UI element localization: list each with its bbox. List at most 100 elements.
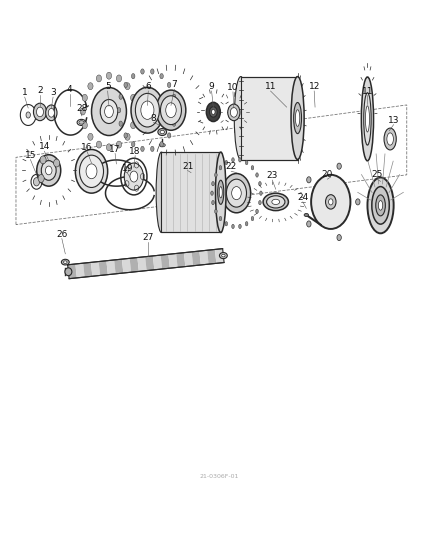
Ellipse shape bbox=[222, 254, 225, 257]
Text: 13: 13 bbox=[388, 116, 399, 125]
Polygon shape bbox=[106, 260, 116, 274]
Text: 16: 16 bbox=[81, 143, 93, 152]
Ellipse shape bbox=[159, 143, 165, 147]
Ellipse shape bbox=[124, 82, 127, 87]
Ellipse shape bbox=[80, 108, 85, 115]
Ellipse shape bbox=[378, 200, 383, 210]
Text: 1: 1 bbox=[22, 88, 28, 97]
Ellipse shape bbox=[158, 128, 166, 135]
Ellipse shape bbox=[53, 159, 60, 167]
Ellipse shape bbox=[251, 216, 254, 221]
Ellipse shape bbox=[376, 195, 385, 216]
Ellipse shape bbox=[38, 174, 44, 182]
Ellipse shape bbox=[337, 163, 341, 169]
Polygon shape bbox=[122, 259, 131, 273]
Polygon shape bbox=[176, 253, 185, 268]
Polygon shape bbox=[192, 251, 201, 266]
Polygon shape bbox=[75, 263, 85, 278]
Ellipse shape bbox=[92, 87, 127, 135]
Ellipse shape bbox=[117, 75, 122, 82]
Ellipse shape bbox=[328, 199, 333, 205]
Text: 28: 28 bbox=[76, 104, 88, 113]
Ellipse shape bbox=[172, 94, 176, 99]
Ellipse shape bbox=[232, 187, 241, 200]
Ellipse shape bbox=[105, 106, 113, 118]
Ellipse shape bbox=[131, 122, 136, 128]
Ellipse shape bbox=[219, 187, 222, 198]
Ellipse shape bbox=[267, 196, 285, 208]
Ellipse shape bbox=[86, 164, 97, 179]
Text: 10: 10 bbox=[227, 83, 239, 92]
Ellipse shape bbox=[215, 152, 226, 232]
Ellipse shape bbox=[304, 213, 308, 216]
Ellipse shape bbox=[125, 83, 130, 90]
Ellipse shape bbox=[133, 108, 138, 115]
Ellipse shape bbox=[141, 69, 144, 74]
Ellipse shape bbox=[88, 83, 93, 90]
Ellipse shape bbox=[167, 133, 171, 138]
Ellipse shape bbox=[239, 224, 241, 229]
Ellipse shape bbox=[46, 105, 57, 120]
Ellipse shape bbox=[212, 109, 215, 115]
Ellipse shape bbox=[325, 195, 336, 209]
Text: 2: 2 bbox=[37, 86, 43, 95]
Text: 12: 12 bbox=[308, 82, 320, 91]
Ellipse shape bbox=[131, 94, 136, 101]
Ellipse shape bbox=[96, 75, 102, 82]
Ellipse shape bbox=[293, 102, 301, 134]
Ellipse shape bbox=[40, 156, 46, 164]
Text: 26: 26 bbox=[56, 230, 67, 239]
Ellipse shape bbox=[160, 74, 163, 79]
Polygon shape bbox=[153, 255, 162, 270]
Ellipse shape bbox=[311, 175, 350, 229]
Ellipse shape bbox=[80, 155, 103, 188]
Ellipse shape bbox=[117, 141, 122, 148]
Ellipse shape bbox=[156, 90, 186, 130]
Ellipse shape bbox=[160, 142, 163, 147]
Ellipse shape bbox=[174, 108, 177, 113]
Ellipse shape bbox=[48, 108, 54, 117]
Ellipse shape bbox=[387, 133, 393, 145]
Ellipse shape bbox=[33, 177, 39, 186]
Ellipse shape bbox=[256, 209, 258, 214]
Ellipse shape bbox=[130, 171, 138, 182]
Ellipse shape bbox=[222, 174, 251, 213]
Ellipse shape bbox=[61, 259, 69, 265]
Ellipse shape bbox=[160, 130, 164, 134]
Text: 4: 4 bbox=[67, 85, 73, 94]
Text: 8: 8 bbox=[151, 114, 156, 123]
Ellipse shape bbox=[232, 158, 234, 162]
Text: 15: 15 bbox=[25, 151, 36, 160]
Ellipse shape bbox=[260, 191, 262, 195]
Text: 21-0306F-01: 21-0306F-01 bbox=[199, 474, 239, 479]
Ellipse shape bbox=[218, 180, 224, 204]
Text: 3: 3 bbox=[50, 88, 56, 97]
Ellipse shape bbox=[156, 152, 166, 232]
Ellipse shape bbox=[228, 104, 240, 120]
Ellipse shape bbox=[307, 221, 311, 227]
Ellipse shape bbox=[215, 209, 217, 214]
Text: 24: 24 bbox=[297, 193, 308, 202]
Text: 25: 25 bbox=[371, 171, 383, 179]
Polygon shape bbox=[161, 254, 170, 269]
Ellipse shape bbox=[234, 77, 247, 159]
Ellipse shape bbox=[295, 110, 300, 126]
Polygon shape bbox=[67, 264, 77, 279]
Ellipse shape bbox=[124, 133, 127, 138]
Ellipse shape bbox=[212, 200, 214, 205]
Polygon shape bbox=[241, 77, 297, 159]
Ellipse shape bbox=[166, 103, 176, 118]
Ellipse shape bbox=[119, 121, 123, 126]
Ellipse shape bbox=[131, 87, 164, 133]
Text: 19: 19 bbox=[122, 164, 133, 173]
Ellipse shape bbox=[75, 149, 108, 193]
Ellipse shape bbox=[337, 235, 341, 240]
Ellipse shape bbox=[96, 141, 102, 148]
Ellipse shape bbox=[79, 120, 84, 124]
Ellipse shape bbox=[219, 166, 222, 170]
Text: 21: 21 bbox=[182, 161, 193, 171]
Ellipse shape bbox=[251, 166, 254, 170]
Ellipse shape bbox=[26, 112, 30, 118]
Ellipse shape bbox=[367, 177, 394, 233]
Text: 11: 11 bbox=[362, 87, 373, 96]
